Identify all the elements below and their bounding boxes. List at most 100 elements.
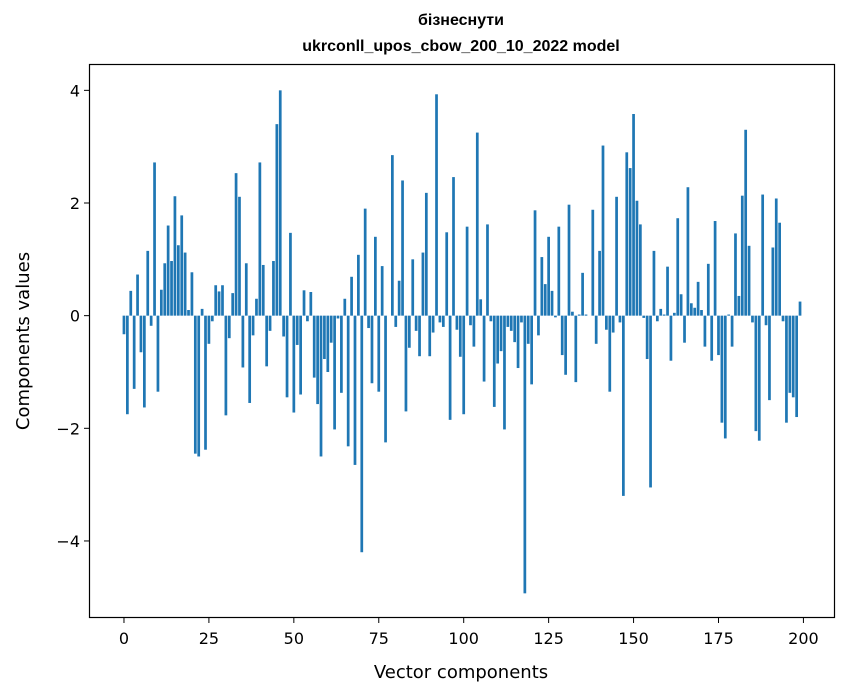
bar-147	[622, 315, 625, 496]
bar-97	[452, 177, 455, 316]
bar-26	[210, 315, 214, 322]
bar-1	[126, 315, 129, 415]
bar-22	[197, 315, 201, 457]
bar-89	[424, 192, 428, 316]
bar-14	[170, 261, 173, 316]
bar-114	[509, 315, 513, 331]
bar-84	[407, 315, 411, 348]
bar-176	[720, 315, 724, 423]
bar-75	[377, 315, 381, 392]
bar-149	[628, 168, 632, 316]
bar-60	[326, 315, 330, 372]
bar-151	[635, 200, 639, 316]
bar-184	[747, 245, 751, 316]
bar-143	[608, 315, 612, 392]
bar-48	[285, 315, 289, 398]
bar-7	[146, 250, 150, 316]
bar-161	[669, 315, 673, 361]
bar-134	[577, 314, 581, 316]
bar-70	[360, 315, 364, 553]
bar-167	[689, 303, 693, 316]
bar-186	[754, 315, 758, 432]
bar-130	[564, 315, 567, 375]
bar-42	[265, 315, 269, 367]
bar-82	[401, 180, 404, 316]
bar-105	[479, 299, 483, 316]
bar-63	[336, 315, 340, 319]
bar-132	[571, 311, 574, 316]
bar-148	[625, 152, 629, 316]
x-tick-label: 0	[119, 629, 129, 648]
y-axis-label: Components values	[13, 252, 34, 430]
bar-59	[323, 315, 326, 360]
bar-41	[261, 264, 265, 316]
bar-85	[411, 259, 415, 316]
bar-157	[655, 315, 659, 322]
bar-178	[727, 314, 731, 316]
x-tick-label: 50	[284, 629, 304, 648]
bar-139	[594, 315, 598, 344]
bar-58	[319, 315, 323, 457]
x-axis-label: Vector components	[374, 662, 548, 683]
bar-25	[207, 315, 211, 344]
bar-160	[666, 266, 669, 316]
x-tick-label: 150	[618, 629, 649, 648]
bar-90	[428, 315, 432, 357]
bar-163	[676, 218, 680, 316]
bar-107	[486, 224, 489, 316]
bar-46	[278, 90, 282, 316]
bar-170	[700, 310, 703, 316]
bar-158	[659, 308, 663, 316]
bar-86	[414, 315, 418, 331]
bar-152	[639, 224, 642, 316]
bar-162	[672, 312, 676, 316]
y-tick-label: −4	[56, 532, 80, 551]
bar-98	[455, 315, 459, 330]
bar-154	[645, 315, 649, 360]
bar-24	[204, 315, 207, 450]
bar-190	[768, 315, 771, 401]
bar-87	[418, 315, 421, 357]
bar-141	[601, 145, 605, 316]
bar-128	[557, 226, 561, 316]
bar-5	[139, 315, 143, 353]
bar-101	[465, 226, 469, 316]
bar-19	[187, 310, 190, 316]
bar-110	[496, 315, 500, 364]
bar-37	[248, 315, 252, 403]
bar-125	[547, 236, 550, 316]
bar-119	[526, 315, 530, 344]
bar-53	[302, 290, 306, 316]
bar-181	[737, 295, 741, 316]
bar-117	[520, 315, 523, 323]
bar-179	[730, 315, 734, 347]
bar-9	[153, 162, 156, 316]
bar-109	[492, 315, 496, 407]
y-axis-ticks: −4 −2 0 2 4	[56, 81, 90, 551]
bar-8	[149, 315, 153, 326]
chart-title: бізнеснути	[418, 12, 504, 29]
bar-196	[788, 315, 792, 393]
x-tick-label: 175	[703, 629, 734, 648]
bar-6	[143, 315, 146, 408]
bar-153	[642, 315, 646, 318]
bar-43	[268, 315, 272, 331]
bar-73	[370, 315, 374, 384]
bar-69	[357, 254, 360, 316]
bar-2	[129, 290, 133, 316]
bar-140	[598, 250, 601, 316]
bar-40	[258, 162, 262, 316]
bar-66	[346, 315, 350, 447]
bar-189	[764, 315, 768, 326]
bar-23	[200, 308, 204, 316]
bar-12	[163, 263, 167, 316]
bar-80	[394, 315, 398, 327]
x-tick-label: 100	[448, 629, 479, 648]
x-tick-label: 125	[533, 629, 564, 648]
bar-64	[340, 315, 343, 393]
bar-34	[238, 196, 241, 316]
bar-79	[391, 155, 394, 316]
bar-108	[489, 315, 493, 322]
bar-177	[723, 315, 727, 439]
bar-36	[244, 263, 248, 316]
